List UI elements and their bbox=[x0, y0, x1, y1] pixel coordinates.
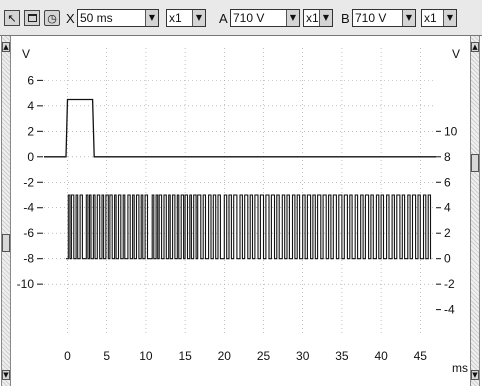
chevron-down-icon[interactable]: ▼ bbox=[192, 10, 205, 26]
channel-a-range-value: 710 V bbox=[233, 11, 265, 25]
right-axis-unit: V bbox=[452, 47, 460, 61]
timebase-value: 50 ms bbox=[80, 11, 113, 25]
scroll-down-arrow-icon[interactable]: ▼ bbox=[471, 370, 479, 380]
left-tick-label: -6 bbox=[23, 226, 34, 240]
cursor-icon: ↖ bbox=[7, 11, 17, 25]
timebase-axis-label: X bbox=[66, 11, 75, 26]
left-scrollbar[interactable]: ▲ ▼ bbox=[1, 36, 11, 386]
chevron-down-icon[interactable]: ▼ bbox=[286, 10, 299, 26]
left-tick-label: 2 bbox=[27, 124, 34, 138]
scroll-down-arrow-icon[interactable]: ▼ bbox=[2, 370, 10, 380]
x-tick-label: 30 bbox=[296, 349, 310, 363]
right-scrollbar[interactable]: ▲ ▼ bbox=[470, 36, 480, 386]
left-tick-label: -2 bbox=[23, 175, 34, 189]
channel-b-multiplier-select[interactable]: x1 ▼ bbox=[421, 9, 457, 27]
series-digital-trace bbox=[66, 194, 432, 260]
right-tick-label: -2 bbox=[444, 277, 455, 291]
timebase-multiplier-select[interactable]: x1 ▼ bbox=[166, 9, 206, 27]
x-tick-label: 25 bbox=[257, 349, 271, 363]
left-tick-label: 4 bbox=[27, 99, 34, 113]
left-axis-unit: V bbox=[22, 47, 30, 61]
left-tick-label: 6 bbox=[27, 73, 34, 87]
right-tick-label: -4 bbox=[444, 303, 455, 317]
stopwatch-tool-button[interactable]: ◷ bbox=[44, 10, 60, 26]
channel-b-multiplier-value: x1 bbox=[424, 11, 437, 25]
right-tick-label: 8 bbox=[444, 150, 451, 164]
left-scrollbar-thumb[interactable] bbox=[2, 234, 10, 252]
series-pulse-trace bbox=[44, 98, 436, 158]
timebase-select[interactable]: 50 ms ▼ bbox=[77, 9, 159, 27]
channel-a-label: A bbox=[219, 11, 228, 26]
chevron-down-icon[interactable]: ▼ bbox=[443, 10, 456, 26]
x-tick-label: 10 bbox=[139, 349, 153, 363]
right-tick-label: 10 bbox=[444, 124, 458, 138]
window-tool-button[interactable] bbox=[24, 10, 40, 26]
x-tick-label: 35 bbox=[335, 349, 349, 363]
right-tick-label: 6 bbox=[444, 175, 451, 189]
right-tick-label: 0 bbox=[444, 252, 451, 266]
scroll-up-arrow-icon[interactable]: ▲ bbox=[471, 42, 479, 52]
x-tick-label: 20 bbox=[218, 349, 232, 363]
chevron-down-icon[interactable]: ▼ bbox=[145, 10, 158, 26]
x-tick-label: 45 bbox=[414, 349, 428, 363]
x-tick-label: 15 bbox=[178, 349, 192, 363]
chevron-down-icon[interactable]: ▼ bbox=[402, 10, 415, 26]
x-tick-label: 40 bbox=[374, 349, 388, 363]
left-tick-label: -10 bbox=[17, 277, 35, 291]
channel-b-label: B bbox=[341, 11, 350, 26]
channel-a-multiplier-select[interactable]: x1 ▼ bbox=[303, 9, 333, 27]
timebase-multiplier-value: x1 bbox=[169, 11, 182, 25]
left-tick-label: 0 bbox=[27, 150, 34, 164]
channel-a-range-select[interactable]: 710 V ▼ bbox=[230, 9, 300, 27]
x-tick-label: 0 bbox=[64, 349, 71, 363]
cursor-tool-button[interactable]: ↖ bbox=[4, 10, 20, 26]
scroll-up-arrow-icon[interactable]: ▲ bbox=[2, 42, 10, 52]
right-tick-label: 2 bbox=[444, 226, 451, 240]
channel-b-range-value: 710 V bbox=[355, 11, 387, 25]
scope-toolbar: ↖ ◷ X 50 ms ▼ x1 ▼ A 710 V ▼ x1 ▼ B 710 … bbox=[0, 0, 482, 36]
channel-a-multiplier-value: x1 bbox=[306, 11, 319, 25]
right-tick-label: 4 bbox=[444, 201, 451, 215]
channel-b-range-select[interactable]: 710 V ▼ bbox=[352, 9, 416, 27]
left-tick-label: -8 bbox=[23, 252, 34, 266]
x-axis-unit: ms bbox=[452, 361, 468, 375]
right-scrollbar-thumb[interactable] bbox=[471, 154, 479, 172]
stopwatch-icon: ◷ bbox=[47, 11, 57, 25]
left-tick-label: -4 bbox=[23, 201, 34, 215]
window-icon bbox=[27, 14, 37, 22]
chevron-down-icon[interactable]: ▼ bbox=[319, 10, 332, 26]
x-tick-label: 5 bbox=[103, 349, 110, 363]
